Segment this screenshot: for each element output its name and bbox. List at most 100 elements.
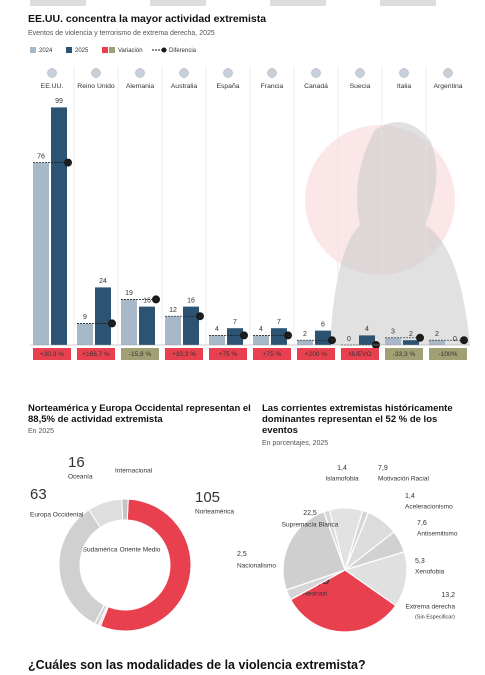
- variation-label: -33,3 %: [393, 351, 416, 358]
- legend-swatch: [66, 47, 72, 53]
- flag: [399, 68, 409, 78]
- value-label: 2: [303, 331, 307, 338]
- legend-label: 2025: [75, 48, 89, 54]
- legend-swatch: [30, 47, 36, 53]
- chart-title: Las corrientes extremistas históricament…: [262, 403, 453, 436]
- variation-label: +33,3 %: [172, 351, 196, 358]
- category-label: Aceleracionismo: [405, 504, 453, 511]
- value-label: 22,5: [303, 510, 317, 517]
- bar: [165, 316, 181, 345]
- category-label: Neonazi: [303, 591, 327, 598]
- variation-label: +200 %: [305, 351, 327, 358]
- flag: [47, 68, 57, 78]
- difference-marker: [64, 158, 72, 167]
- value-label: 1,4: [337, 465, 347, 472]
- value-label: 0: [453, 336, 457, 343]
- value-label: 16: [68, 454, 85, 471]
- bar: [385, 337, 401, 345]
- difference-label: +3: [286, 334, 290, 338]
- value-label: 12: [169, 307, 177, 314]
- value-label: 16: [187, 297, 195, 304]
- difference-label: +15: [109, 322, 115, 326]
- category-label: Supremacía Blanca: [282, 522, 339, 529]
- variation-box: [209, 348, 247, 360]
- value-label: 105: [195, 489, 220, 506]
- bar: [315, 330, 331, 345]
- difference-label: -3: [154, 298, 157, 302]
- top-tab: [150, 0, 206, 6]
- value-label: 7: [233, 319, 237, 326]
- flag: [135, 68, 145, 78]
- flag: [267, 68, 277, 78]
- category-label: Francia: [261, 83, 284, 90]
- variation-box: [33, 348, 71, 360]
- flag: [223, 68, 233, 78]
- category-label: Canadá: [304, 83, 328, 90]
- category-label: Sudamérica: [83, 547, 118, 554]
- value-label: 99: [55, 98, 63, 105]
- variation-box: [253, 348, 291, 360]
- category-label: Norteamérica: [195, 509, 234, 516]
- difference-marker: [284, 331, 292, 340]
- difference-label: +23: [65, 161, 71, 165]
- top-tab: [380, 0, 436, 6]
- variation-label: +166,7 %: [82, 351, 110, 358]
- bar: [403, 340, 419, 345]
- category-label: EE.UU.: [41, 83, 64, 90]
- chart-title: Norteamérica y Europa Occidental represe…: [28, 403, 251, 425]
- donut-slice: [121, 498, 129, 521]
- bar: [33, 162, 49, 345]
- difference-marker: [328, 336, 336, 345]
- category-label: Australia: [171, 83, 198, 90]
- donut-slice: [58, 509, 105, 625]
- category-label: España: [216, 83, 239, 90]
- category-label: Oceanía: [68, 474, 93, 481]
- chart-subtitle: En porcentajes, 2025: [262, 440, 329, 447]
- section-heading: ¿Cuáles son las modalidades de la violen…: [28, 658, 366, 672]
- bar: [359, 335, 375, 345]
- variation-label: -15,8 %: [129, 351, 152, 358]
- value-label: 7,9: [378, 465, 388, 472]
- category-label: Italia: [397, 83, 412, 90]
- difference-marker: [240, 331, 248, 340]
- category-label: Suecia: [350, 83, 371, 90]
- difference-marker: [152, 295, 160, 304]
- legend-swatch: [102, 47, 108, 53]
- variation-label: -100%: [439, 351, 458, 358]
- value-label: 2: [409, 331, 413, 338]
- difference-marker: [416, 333, 424, 342]
- variation-box: [77, 348, 115, 360]
- variation-box: [121, 348, 159, 360]
- legend-swatch: [109, 47, 115, 53]
- difference-label: +3: [242, 334, 246, 338]
- category-label: Alemania: [126, 83, 155, 90]
- legend-label: 2024: [39, 48, 53, 54]
- difference-marker: [108, 319, 116, 328]
- top-tab: [30, 0, 86, 6]
- flag: [91, 68, 101, 78]
- category-label: Reino Unido: [77, 83, 115, 90]
- variation-box: [297, 348, 335, 360]
- value-label: 7,6: [417, 520, 427, 527]
- variation-box: [429, 348, 467, 360]
- flag: [311, 68, 321, 78]
- top-tab: [270, 0, 326, 6]
- bar: [253, 335, 269, 345]
- difference-label: -2: [462, 339, 465, 343]
- value-label: 4: [259, 326, 263, 333]
- chart-subtitle: En 2025: [28, 428, 55, 435]
- variation-box: [165, 348, 203, 360]
- bar: [297, 340, 313, 345]
- value-label: 2,5: [237, 551, 247, 558]
- category-label: Oriente Medio: [120, 547, 161, 554]
- value-label: 7: [277, 319, 281, 326]
- value-label: 5,3: [415, 558, 425, 565]
- variation-box: [341, 348, 379, 360]
- category-label: Nacionalismo: [237, 563, 276, 570]
- variation-label: +75 %: [219, 351, 238, 358]
- value-label: 63: [30, 486, 47, 503]
- flag: [179, 68, 189, 78]
- chart-title: EE.UU. concentra la mayor actividad extr…: [28, 13, 267, 25]
- value-label: 0: [347, 336, 351, 343]
